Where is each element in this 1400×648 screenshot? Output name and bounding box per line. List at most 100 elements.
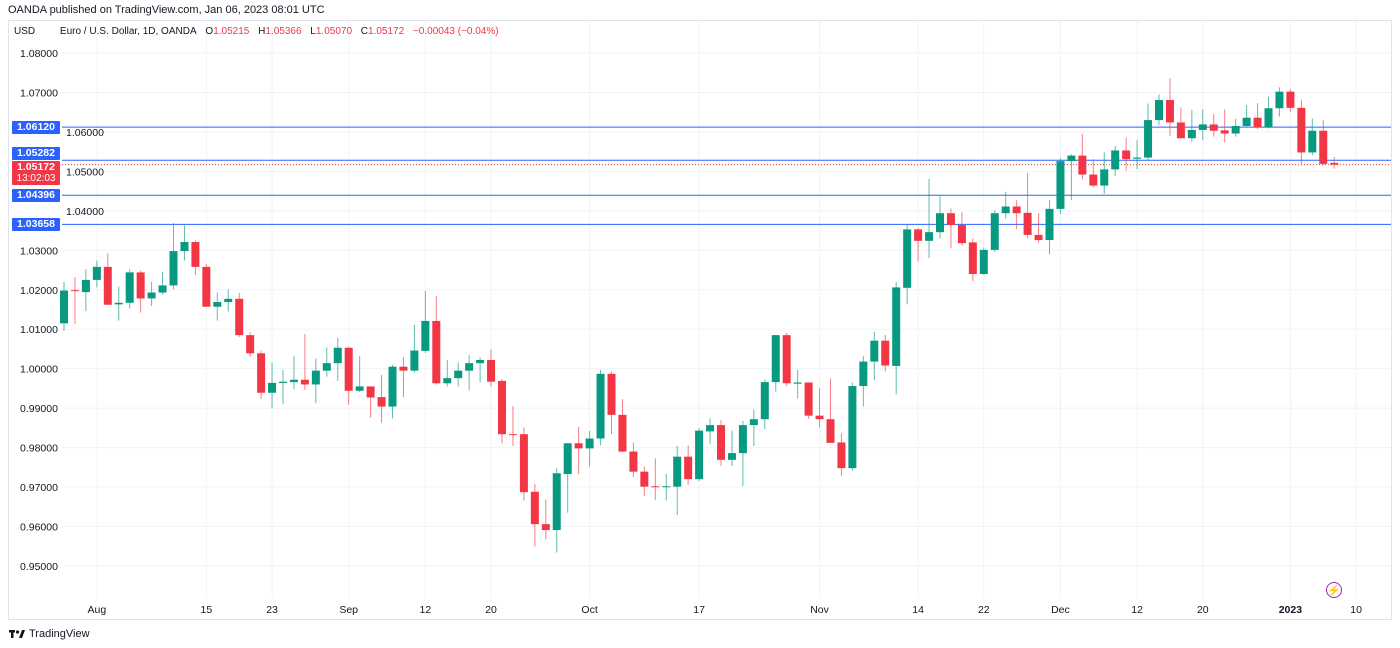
candle-up[interactable] [1111,146,1120,177]
candle-down[interactable] [257,350,266,399]
candle-up[interactable] [1264,96,1273,129]
candle-up[interactable] [727,430,736,467]
candle-up[interactable] [1001,191,1010,219]
candle-down[interactable] [629,442,638,478]
candle-down[interactable] [1297,99,1306,164]
candle-down[interactable] [1253,103,1262,130]
candle-up[interactable] [848,382,857,471]
candle-up[interactable] [771,335,780,392]
candle-down[interactable] [782,332,791,387]
candle-up[interactable] [673,446,682,516]
candle-up[interactable] [859,356,868,407]
candle-up[interactable] [147,281,156,306]
candle-down[interactable] [1330,156,1339,169]
candle-down[interactable] [684,445,693,485]
candle-up[interactable] [125,269,134,309]
candle-down[interactable] [399,357,408,398]
candle-up[interactable] [936,196,944,239]
candle-up[interactable] [224,289,233,312]
candle-up[interactable] [1100,152,1109,194]
candle-up[interactable] [990,210,999,252]
candle-up[interactable] [81,269,90,312]
candle-up[interactable] [1056,158,1065,214]
candle-up[interactable] [706,418,715,445]
candle-up[interactable] [1133,140,1142,170]
candle-down[interactable] [498,379,506,444]
candle-up[interactable] [870,331,879,381]
candle-up[interactable] [311,358,320,404]
candle-down[interactable] [968,238,977,282]
candle-up[interactable] [793,369,802,399]
candle-up[interactable] [410,324,419,373]
candle-down[interactable] [530,483,539,547]
tradingview-logo[interactable]: TradingView [9,628,90,640]
candle-up[interactable] [1144,103,1153,161]
candle-down[interactable] [235,292,244,338]
candle-up[interactable] [322,347,331,377]
candle-up[interactable] [268,362,277,409]
candle-up[interactable] [552,468,561,553]
candle-down[interactable] [1286,89,1295,112]
candle-up[interactable] [333,337,342,381]
candle-up[interactable] [289,356,298,390]
candle-down[interactable] [377,374,386,423]
candle-up[interactable] [1187,109,1196,142]
candle-down[interactable] [1034,213,1043,243]
candle-up[interactable] [60,281,68,331]
candle-down[interactable] [103,253,112,305]
candle-up[interactable] [1067,154,1076,201]
candle-down[interactable] [946,208,955,249]
candle-down[interactable] [246,331,255,357]
candle-down[interactable] [508,406,517,447]
candle-up[interactable] [662,474,671,501]
candle-up[interactable] [454,362,463,387]
candle-down[interactable] [881,334,890,372]
candle-up[interactable] [760,379,769,430]
candle-down[interactable] [1122,137,1131,171]
candle-down[interactable] [914,228,923,262]
candle-up[interactable] [1198,109,1207,141]
candle-up[interactable] [596,369,605,446]
candle-up[interactable] [903,225,912,305]
candle-up[interactable] [279,369,287,405]
candle-down[interactable] [519,427,528,501]
candle-up[interactable] [585,431,594,467]
candle-up[interactable] [114,286,123,321]
candle-up[interactable] [1231,118,1240,137]
candle-up[interactable] [158,271,167,295]
candle-down[interactable] [344,346,353,405]
candle-down[interactable] [136,270,145,313]
candle-down[interactable] [607,371,616,435]
candle-down[interactable] [804,382,813,419]
candle-up[interactable] [738,420,747,486]
candle-down[interactable] [1220,109,1229,143]
candle-down[interactable] [541,499,550,540]
candle-up[interactable] [979,247,988,275]
candle-down[interactable] [1319,120,1328,166]
candle-down[interactable] [1165,78,1174,136]
candle-up[interactable] [92,260,101,288]
candle-down[interactable] [837,433,846,477]
candle-up[interactable] [476,357,485,383]
candle-down[interactable] [717,419,725,466]
symbol-title[interactable]: Euro / U.S. Dollar, 1D, OANDA [59,26,197,37]
candle-down[interactable] [1209,114,1218,137]
candle-down[interactable] [815,388,824,428]
candle-up[interactable] [180,225,189,261]
candle-up[interactable] [892,282,901,395]
candle-down[interactable] [1012,200,1021,229]
candle-up[interactable] [695,427,704,482]
candle-down[interactable] [651,458,660,501]
candle-down[interactable] [618,399,627,453]
candle-down[interactable] [70,277,79,325]
candle-up[interactable] [563,443,572,513]
candle-up[interactable] [355,356,364,392]
candle-down[interactable] [574,427,583,475]
candle-up[interactable] [1045,200,1054,255]
candle-down[interactable] [366,386,375,418]
candle-up[interactable] [1275,87,1284,117]
candle-up[interactable] [421,290,430,353]
candle-up[interactable] [925,178,934,259]
candle-up[interactable] [213,292,222,321]
